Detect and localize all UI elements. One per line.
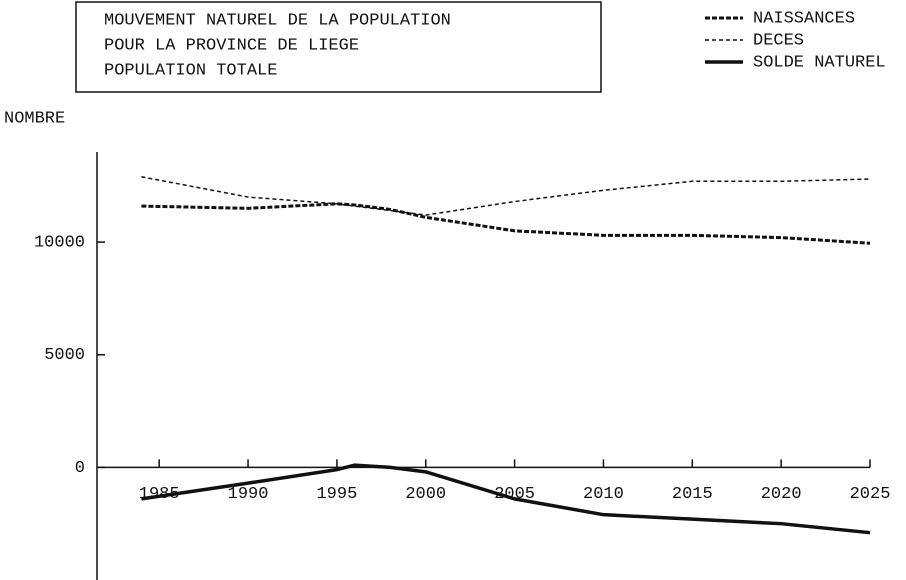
series-line — [141, 202, 871, 245]
y-tick-label: 10000 — [34, 234, 85, 253]
y-axis-label: NOMBRE — [4, 109, 65, 128]
x-tick-label: 1995 — [316, 485, 357, 504]
legend-label: SOLDE NATUREL — [753, 53, 886, 72]
title-box — [75, 1, 602, 93]
x-tick-label: 2020 — [761, 485, 802, 504]
series-line — [141, 176, 871, 216]
x-tick-label: 2000 — [405, 485, 446, 504]
x-tick-label: 1990 — [228, 485, 269, 504]
series-line — [141, 463, 871, 535]
x-tick-label: 2010 — [583, 485, 624, 504]
chart-title: MOUVEMENT NATUREL DE LA POPULATION — [104, 11, 451, 30]
chart-title: POUR LA PROVINCE DE LIEGE — [104, 36, 359, 55]
x-tick-label: 2015 — [672, 485, 713, 504]
x-tick-label: 2025 — [850, 485, 891, 504]
y-tick-label: 0 — [75, 459, 85, 478]
legend-label: DECES — [753, 31, 804, 50]
chart-title: POPULATION TOTALE — [104, 61, 277, 80]
legend-label: NAISSANCES — [753, 9, 855, 28]
y-tick-label: 5000 — [44, 346, 85, 365]
